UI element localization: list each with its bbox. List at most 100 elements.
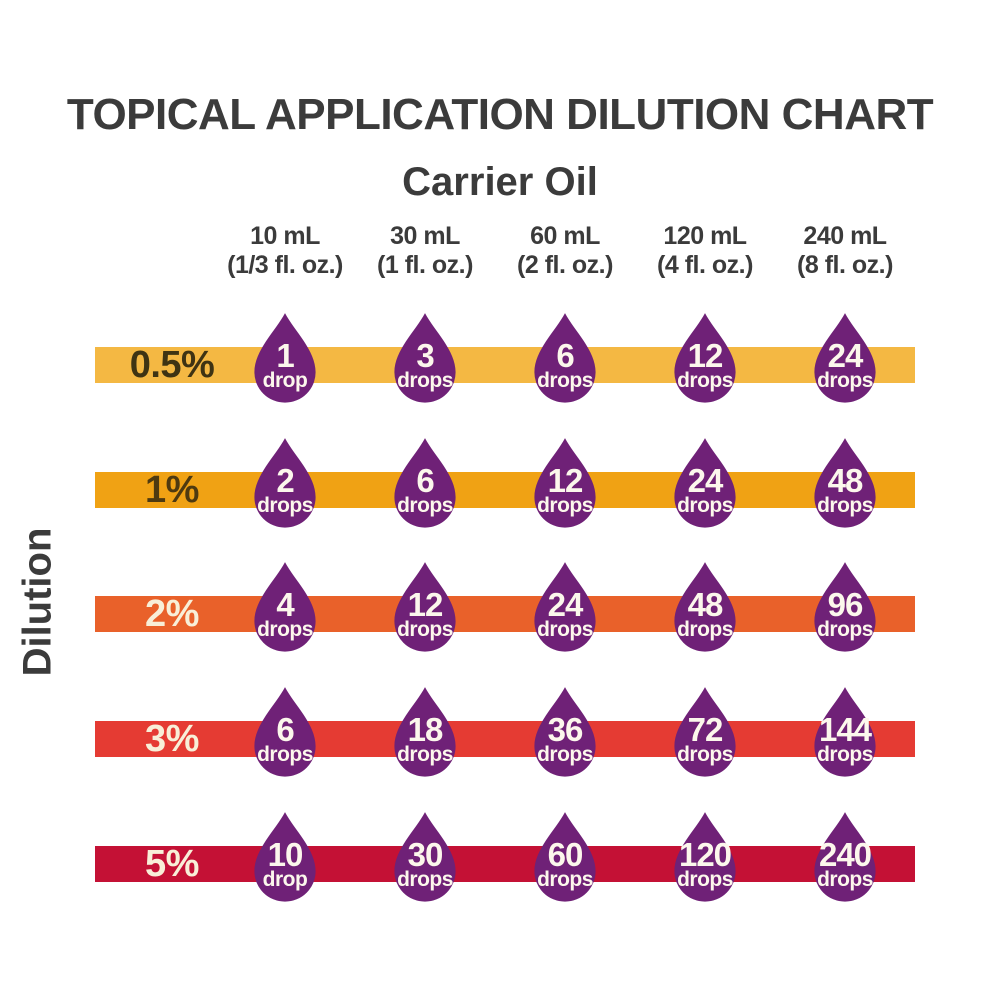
drop-unit: drops	[397, 494, 453, 517]
column-header-volume-oz: (1/3 fl. oz.)	[227, 251, 343, 279]
drop-icon	[674, 562, 736, 652]
dilution-bar	[95, 721, 915, 757]
column-header-volume-ml: 120 mL	[663, 222, 747, 250]
drop-icon	[394, 313, 456, 403]
drop-count: 3	[416, 337, 434, 374]
drop-count: 72	[687, 711, 724, 748]
drop-count: 36	[547, 711, 584, 748]
drop-count: 6	[556, 337, 574, 374]
drop-unit: drops	[397, 868, 453, 891]
drop-icon	[254, 313, 316, 403]
page-title: TOPICAL APPLICATION DILUTION CHART	[66, 90, 934, 139]
drop-unit: drops	[537, 618, 593, 641]
drop-icon	[674, 438, 736, 528]
drop-icon	[254, 812, 316, 902]
drop-unit: drops	[537, 369, 593, 392]
droplet: 48 drops	[811, 433, 879, 531]
droplet: 240 drops	[811, 807, 879, 905]
droplet: 18 drops	[391, 682, 459, 780]
droplet: 10 drop	[251, 807, 319, 905]
drop-count: 48	[687, 586, 724, 623]
drop-count: 2	[276, 462, 294, 499]
column-header-volume-ml: 30 mL	[390, 222, 460, 250]
column-header-volume-ml: 10 mL	[250, 222, 320, 250]
dilution-row-label: 1%	[145, 469, 199, 511]
drop-icon	[394, 687, 456, 777]
drop-icon	[814, 438, 876, 528]
dilution-row-label: 5%	[145, 843, 199, 885]
droplet: 3 drops	[391, 308, 459, 406]
drop-icon	[254, 438, 316, 528]
column-header-volume-oz: (2 fl. oz.)	[517, 251, 613, 279]
drop-unit: drops	[537, 743, 593, 766]
drop-count: 30	[407, 836, 444, 873]
drop-unit: drop	[262, 868, 308, 891]
dilution-row-label: 3%	[145, 718, 199, 760]
drop-unit: drops	[537, 494, 593, 517]
drop-icon	[534, 313, 596, 403]
drop-unit: drops	[397, 369, 453, 392]
drop-unit: drop	[262, 369, 308, 392]
column-header-3: 60 mL (2 fl. oz.)	[517, 222, 613, 280]
droplet: 12 drops	[671, 308, 739, 406]
column-header-5: 240 mL (8 fl. oz.)	[797, 222, 893, 280]
droplet: 24 drops	[671, 433, 739, 531]
droplet: 2 drops	[251, 433, 319, 531]
drop-icon	[814, 562, 876, 652]
drop-icon	[674, 812, 736, 902]
dilution-axis-label: Dilution	[15, 527, 60, 677]
drop-icon	[814, 313, 876, 403]
dilution-bar	[95, 472, 915, 508]
drop-icon	[394, 562, 456, 652]
drop-unit: drops	[677, 618, 733, 641]
droplet: 24 drops	[811, 308, 879, 406]
drop-count: 6	[416, 462, 434, 499]
drop-count: 12	[407, 586, 444, 623]
drop-unit: drops	[817, 618, 873, 641]
droplet: 1 drop	[251, 308, 319, 406]
drop-count: 96	[827, 586, 864, 623]
drop-unit: drops	[537, 868, 593, 891]
droplet: 60 drops	[531, 807, 599, 905]
drop-count: 12	[687, 337, 724, 374]
carrier-oil-heading: Carrier Oil	[402, 160, 598, 204]
droplet: 12 drops	[391, 557, 459, 655]
column-header-volume-oz: (1 fl. oz.)	[377, 251, 473, 279]
droplet: 144 drops	[811, 682, 879, 780]
drop-icon	[394, 438, 456, 528]
dilution-bar	[95, 347, 915, 383]
drop-count: 18	[407, 711, 444, 748]
drop-unit: drops	[257, 618, 313, 641]
drop-unit: drops	[817, 743, 873, 766]
droplet: 120 drops	[671, 807, 739, 905]
drop-icon	[534, 687, 596, 777]
dilution-row-label: 0.5%	[129, 344, 215, 386]
drop-unit: drops	[677, 868, 733, 891]
column-header-4: 120 mL (4 fl. oz.)	[657, 222, 753, 280]
drop-count: 48	[827, 462, 864, 499]
drop-count: 24	[687, 462, 724, 499]
droplet: 6 drops	[391, 433, 459, 531]
drop-icon	[814, 812, 876, 902]
drop-count: 12	[547, 462, 584, 499]
drop-unit: drops	[257, 494, 313, 517]
drop-unit: drops	[257, 743, 313, 766]
drop-unit: drops	[677, 494, 733, 517]
drop-count: 1	[276, 337, 294, 374]
drop-count: 144	[818, 711, 872, 748]
droplet: 12 drops	[531, 433, 599, 531]
drop-unit: drops	[817, 868, 873, 891]
droplet: 24 drops	[531, 557, 599, 655]
drop-count: 240	[818, 836, 872, 873]
dilution-row-label: 2%	[145, 593, 199, 635]
drop-unit: drops	[817, 369, 873, 392]
column-header-2: 30 mL (1 fl. oz.)	[377, 222, 473, 280]
drop-icon	[674, 313, 736, 403]
drop-unit: drops	[677, 369, 733, 392]
droplet: 6 drops	[251, 682, 319, 780]
dilution-bar	[95, 596, 915, 632]
droplet: 48 drops	[671, 557, 739, 655]
column-header-volume-oz: (8 fl. oz.)	[797, 251, 893, 279]
droplet: 96 drops	[811, 557, 879, 655]
